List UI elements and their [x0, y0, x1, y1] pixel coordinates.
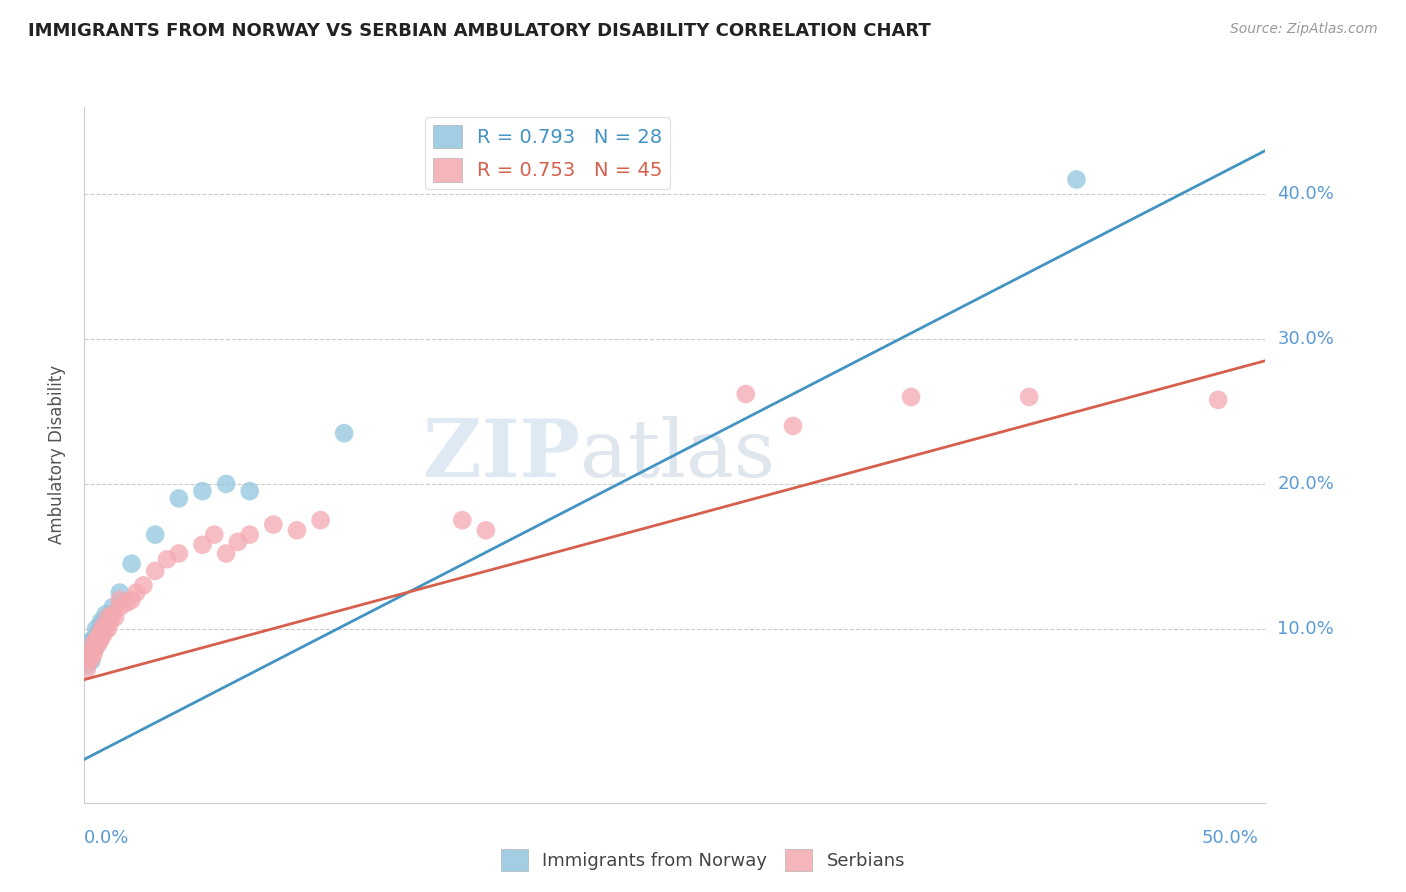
- Point: [309, 513, 332, 527]
- Point: [202, 527, 225, 541]
- Text: ZIP: ZIP: [423, 416, 581, 494]
- Point: [215, 546, 238, 561]
- Point: [80, 654, 103, 668]
- Point: [76, 662, 98, 677]
- Point: [1066, 172, 1088, 186]
- Point: [84, 639, 107, 653]
- Point: [156, 552, 179, 566]
- Point: [91, 628, 114, 642]
- Point: [90, 615, 112, 629]
- Point: [84, 629, 107, 643]
- Point: [143, 564, 166, 578]
- Point: [87, 629, 110, 643]
- Point: [167, 546, 190, 561]
- Point: [80, 633, 103, 648]
- Point: [76, 658, 98, 673]
- Text: 0.0%: 0.0%: [84, 829, 129, 847]
- Point: [97, 610, 120, 624]
- Point: [91, 619, 114, 633]
- Text: 10.0%: 10.0%: [1277, 620, 1334, 638]
- Point: [84, 633, 107, 648]
- Point: [900, 390, 922, 404]
- Point: [97, 622, 120, 636]
- Point: [87, 624, 110, 639]
- Legend: R = 0.793   N = 28, R = 0.753   N = 45: R = 0.793 N = 28, R = 0.753 N = 45: [425, 117, 671, 189]
- Point: [90, 632, 112, 646]
- Point: [104, 610, 127, 624]
- Point: [80, 651, 103, 665]
- Point: [108, 600, 131, 615]
- Point: [143, 527, 166, 541]
- Point: [734, 387, 756, 401]
- Point: [77, 648, 100, 662]
- Point: [333, 426, 356, 441]
- Text: 20.0%: 20.0%: [1277, 475, 1334, 493]
- Point: [83, 636, 105, 650]
- Text: 50.0%: 50.0%: [1202, 829, 1258, 847]
- Point: [262, 517, 284, 532]
- Point: [80, 642, 103, 657]
- Text: atlas: atlas: [581, 416, 776, 494]
- Point: [115, 596, 138, 610]
- Point: [84, 639, 107, 653]
- Point: [94, 622, 117, 636]
- Legend: Immigrants from Norway, Serbians: Immigrants from Norway, Serbians: [494, 842, 912, 879]
- Point: [108, 585, 131, 599]
- Point: [98, 615, 121, 629]
- Point: [101, 600, 124, 615]
- Point: [83, 647, 105, 661]
- Y-axis label: Ambulatory Disability: Ambulatory Disability: [48, 366, 66, 544]
- Text: IMMIGRANTS FROM NORWAY VS SERBIAN AMBULATORY DISABILITY CORRELATION CHART: IMMIGRANTS FROM NORWAY VS SERBIAN AMBULA…: [28, 22, 931, 40]
- Point: [87, 632, 110, 646]
- Point: [226, 535, 249, 549]
- Point: [97, 610, 120, 624]
- Text: 40.0%: 40.0%: [1277, 185, 1334, 203]
- Point: [80, 639, 103, 653]
- Point: [285, 523, 308, 537]
- Point: [191, 484, 214, 499]
- Point: [90, 622, 112, 636]
- Point: [125, 585, 148, 599]
- Point: [1018, 390, 1040, 404]
- Point: [77, 648, 100, 662]
- Point: [101, 607, 124, 622]
- Point: [782, 419, 804, 434]
- Point: [167, 491, 190, 506]
- Point: [83, 642, 105, 657]
- Point: [239, 527, 262, 541]
- Point: [90, 624, 112, 639]
- Point: [77, 643, 100, 657]
- Point: [239, 484, 262, 499]
- Point: [94, 607, 117, 622]
- Point: [121, 557, 143, 571]
- Point: [1206, 392, 1229, 407]
- Point: [475, 523, 498, 537]
- Point: [451, 513, 474, 527]
- Point: [84, 622, 107, 636]
- Text: Source: ZipAtlas.com: Source: ZipAtlas.com: [1230, 22, 1378, 37]
- Point: [87, 636, 110, 650]
- Point: [191, 538, 214, 552]
- Point: [121, 592, 143, 607]
- Point: [132, 578, 155, 592]
- Point: [77, 654, 100, 668]
- Text: 30.0%: 30.0%: [1277, 330, 1334, 348]
- Point: [215, 476, 238, 491]
- Point: [91, 615, 114, 629]
- Point: [83, 632, 105, 646]
- Point: [108, 592, 131, 607]
